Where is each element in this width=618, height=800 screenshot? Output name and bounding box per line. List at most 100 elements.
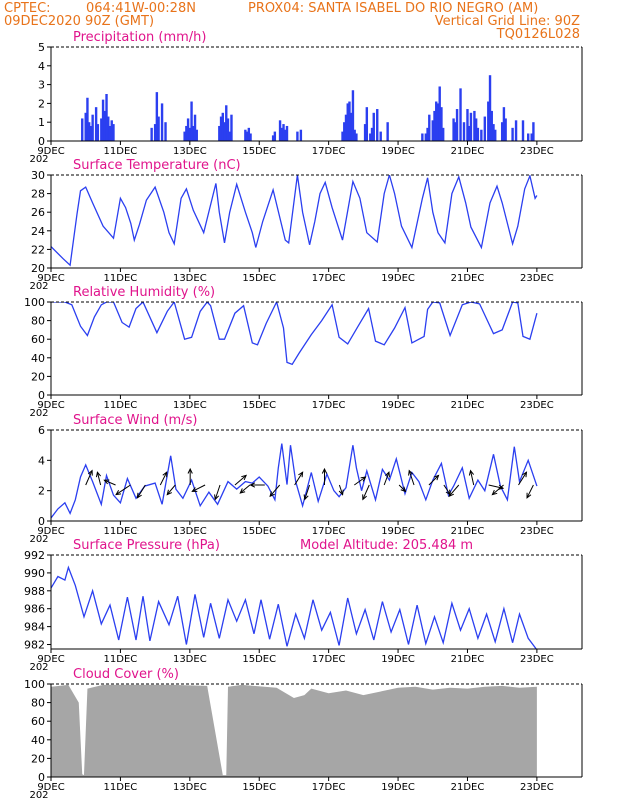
wind-arrow-head (468, 469, 475, 476)
x-tick-label: 15DEC (242, 400, 276, 411)
panel-2: 20 22 24 26 28 30 9DEC 11DEC 13DEC 15DEC 17DEC 19DE… (29, 158, 583, 292)
precip-bar (454, 122, 457, 141)
precip-bar (469, 112, 473, 141)
precip-bar (299, 129, 303, 141)
precip-bar (365, 107, 369, 141)
y-tick-label: 0 (38, 771, 45, 784)
wind-arrow-head (87, 469, 93, 476)
precip-bar (282, 124, 285, 141)
precip-bar (157, 116, 160, 141)
wind-arrow-head (491, 489, 498, 496)
panel-title: Precipitation (mm/h) (73, 30, 206, 45)
x-year-fragment: 202 (29, 662, 48, 673)
precip-bar (245, 131, 249, 141)
y-tick-label: 988 (24, 585, 45, 598)
precip-bar (487, 101, 490, 141)
precip-bar (504, 118, 507, 141)
wind-arrow-head (95, 471, 102, 478)
wind-arrow-head (338, 489, 344, 496)
y-tick-label: 26 (31, 206, 45, 219)
header-station: PROX04: SANTA ISABEL DO RIO NEGRO (AM) (248, 1, 538, 16)
y-tick-label: 40 (31, 734, 45, 747)
x-tick-label: 15DEC (242, 146, 276, 157)
x-tick-label: 23DEC (520, 782, 554, 793)
wind-arrow (294, 471, 304, 486)
y-tick-label: 6 (38, 424, 45, 437)
precip-bar (435, 101, 438, 141)
precip-bar (344, 114, 348, 141)
panel-title: Surface Pressure (hPa) (73, 538, 220, 553)
precip-bar (424, 133, 428, 141)
precip-bar (273, 131, 277, 141)
precip-bar (369, 133, 372, 141)
wind-arrow-head (249, 482, 256, 488)
x-tick-label: 11DEC (104, 782, 138, 793)
y-tick-label: 20 (31, 262, 45, 275)
precip-bar (483, 116, 487, 141)
x-tick-label: 13DEC (173, 782, 207, 793)
precip-bar (164, 122, 167, 141)
precip-bar (225, 105, 228, 141)
precip-bar (466, 109, 469, 141)
wind-arrow (214, 484, 221, 500)
precip-bar (100, 118, 103, 141)
y-tick-label: 80 (31, 697, 45, 710)
wind-arrow (159, 471, 168, 486)
precip-bar (488, 75, 492, 141)
wind-arrow-head (191, 487, 198, 492)
panel-1: 0 1 2 3 4 5 9DEC 11DEC 13DEC 15DEC 17DEC 19DEC 21DEC… (29, 30, 583, 165)
y-tick-label: 28 (31, 188, 45, 201)
x-tick-label: 9DEC (37, 400, 64, 411)
y-tick-label: 100 (24, 678, 45, 691)
header-cptec: CPTEC: (4, 1, 51, 16)
y-tick-label: 2 (38, 97, 45, 110)
precip-bar (153, 124, 157, 141)
y-tick-label: 2 (38, 485, 45, 498)
precip-bar (87, 122, 91, 141)
model-altitude-label: Model Altitude: 205.484 m (300, 538, 473, 553)
precip-bar (186, 118, 190, 141)
y-tick-label: 990 (24, 567, 45, 580)
x-tick-label: 19DEC (381, 146, 415, 157)
precip-bar (436, 103, 440, 141)
panel-title: Relative Humidity (%) (73, 285, 215, 300)
precip-bar (150, 127, 153, 141)
wind-arrow (408, 470, 415, 486)
precip-bar (192, 125, 195, 141)
wind-arrow-head (115, 490, 122, 496)
wind-arrow (428, 475, 439, 486)
y-tick-label: 986 (24, 603, 45, 616)
x-tick-label: 17DEC (312, 782, 346, 793)
x-tick-label: 15DEC (242, 526, 276, 537)
y-tick-label: 20 (31, 752, 45, 765)
precip-bar (230, 114, 233, 141)
header-date: 09DEC2020 90Z (GMT) (4, 14, 154, 29)
wind-arrow (192, 484, 206, 492)
x-tick-label: 13DEC (173, 273, 207, 284)
x-tick-label: 17DEC (312, 146, 346, 157)
precip-bar (459, 88, 462, 141)
wind-arrow (518, 471, 527, 486)
wind-arrow (448, 484, 460, 497)
precip-bar (492, 124, 495, 141)
precip-bar (351, 90, 355, 141)
precip-bar (228, 131, 231, 141)
wind-arrow-head (103, 479, 110, 485)
precip-bar (91, 114, 94, 141)
precip-bar (480, 129, 483, 141)
precip-bar (107, 116, 110, 141)
y-tick-label: 0 (38, 135, 45, 148)
x-tick-label: 11DEC (104, 146, 138, 157)
header-code: TQ0126L028 (496, 27, 580, 42)
precip-bar (280, 127, 283, 141)
x-tick-label: 21DEC (451, 273, 485, 284)
precip-bar (468, 125, 471, 141)
precip-bar (195, 129, 198, 141)
y-tick-label: 80 (31, 315, 45, 328)
x-year-fragment: 202 (29, 281, 48, 292)
precip-bar (190, 101, 193, 141)
wind-arrow (398, 484, 406, 492)
precip-bar (370, 127, 374, 141)
panel-5: 982 984 986 988 990 992 9DEC 11DEC 13DEC 15DEC 17D… (24, 538, 583, 673)
precip-bar (438, 86, 441, 141)
